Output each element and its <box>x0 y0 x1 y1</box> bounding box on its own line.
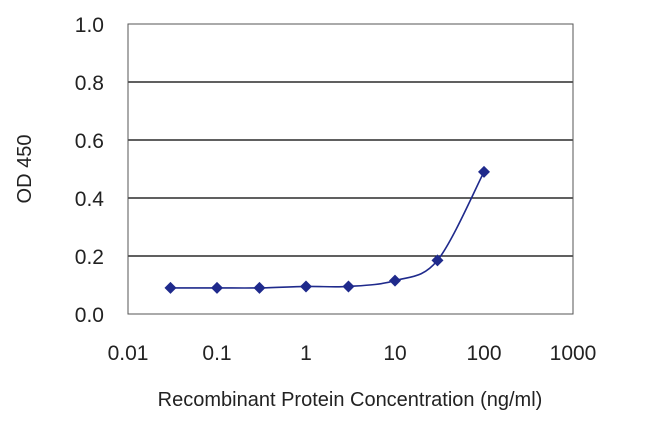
data-point <box>342 280 355 293</box>
plot-frame <box>127 23 574 315</box>
series <box>164 165 490 294</box>
series-line <box>170 171 485 289</box>
x-tick-label: 10 <box>383 342 406 365</box>
grid-lines <box>128 81 573 257</box>
x-tick-label: 0.01 <box>108 342 149 365</box>
y-tick-label: 0.4 <box>75 188 105 211</box>
x-tick-label: 1000 <box>550 342 597 365</box>
y-tick-label: 0.6 <box>75 130 104 153</box>
x-tick-label: 0.1 <box>202 342 231 365</box>
y-tick-label: 0.8 <box>75 72 104 95</box>
x-tick-label: 1 <box>300 342 312 365</box>
y-tick-label: 1.0 <box>75 14 104 37</box>
y-tick-label: 0.2 <box>75 246 104 269</box>
data-point <box>478 165 490 178</box>
x-axis-label: Recombinant Protein Concentration (ng/ml… <box>158 389 543 411</box>
data-point <box>300 280 312 293</box>
data-point <box>431 254 444 267</box>
x-tick-labels: 0.01 0.1 1 10 100 1000 <box>108 342 597 365</box>
y-tick-label: 0.0 <box>75 304 104 327</box>
x-tick-label: 100 <box>466 342 501 365</box>
y-tick-labels: 0.0 0.2 0.4 0.6 0.8 1.0 <box>75 14 105 327</box>
y-axis-label: OD 450 <box>14 135 36 204</box>
data-point <box>164 281 177 294</box>
data-point <box>389 274 401 287</box>
data-point <box>253 281 266 294</box>
data-point <box>211 281 223 294</box>
